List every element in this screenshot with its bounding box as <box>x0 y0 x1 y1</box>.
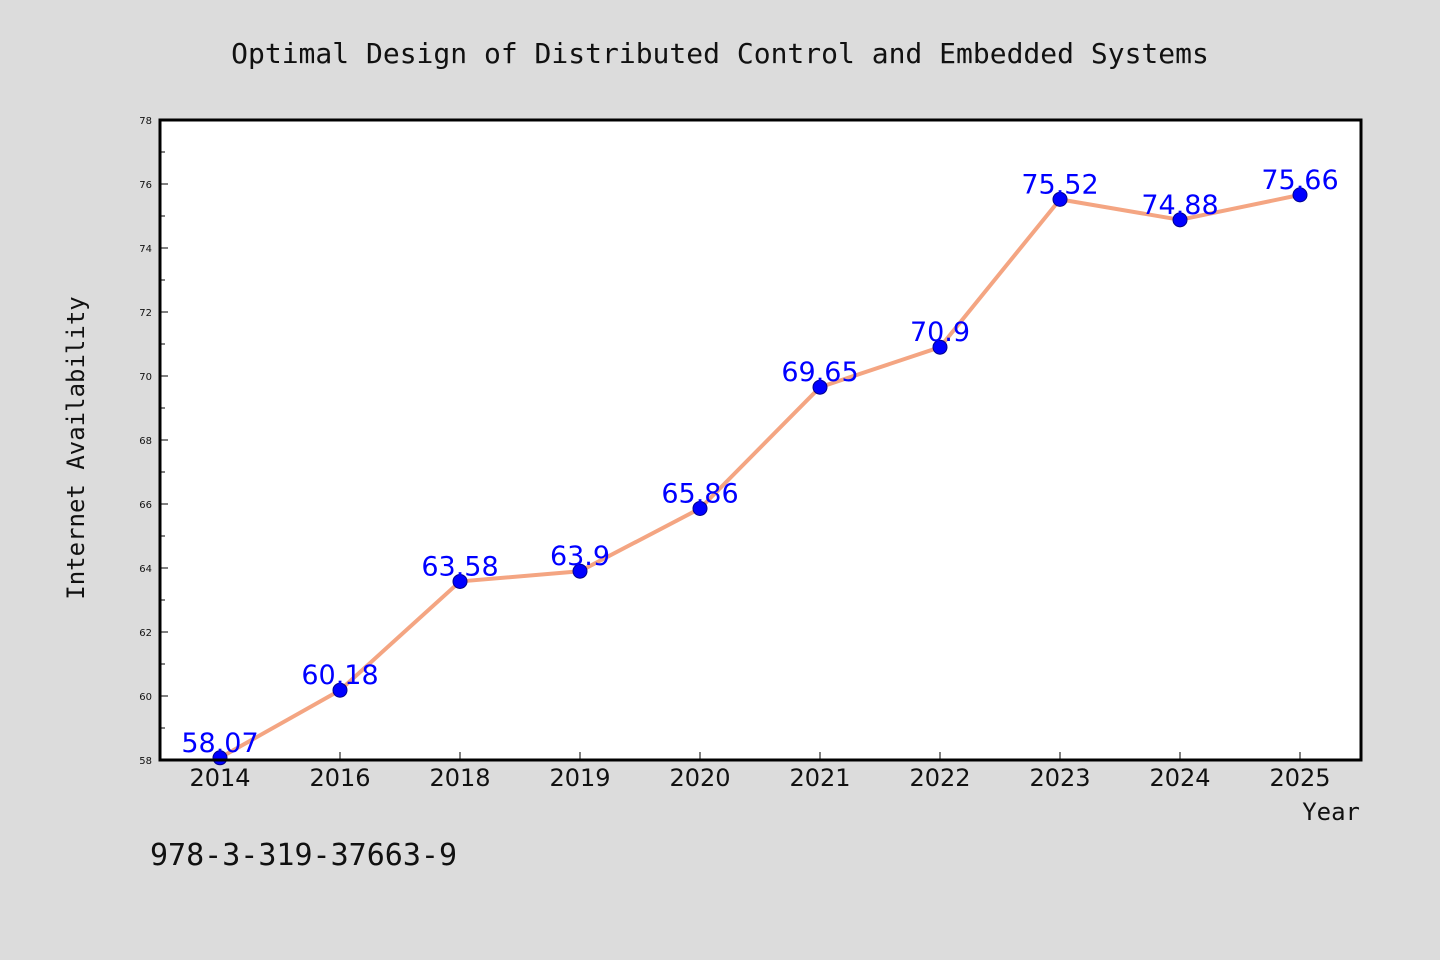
x-tick-label: 2024 <box>1149 764 1210 792</box>
data-point <box>332 682 348 698</box>
data-point <box>572 563 588 579</box>
data-label: 70.9 <box>910 317 970 348</box>
y-tick-label: 60 <box>139 692 152 703</box>
data-label: 74.88 <box>1141 190 1218 221</box>
y-tick-label: 72 <box>139 308 152 319</box>
x-tick-label: 2025 <box>1269 764 1330 792</box>
data-label: 75.52 <box>1021 169 1098 200</box>
y-tick-label: 64 <box>139 564 152 575</box>
y-tick-label: 58 <box>139 756 152 767</box>
y-tick-label: 68 <box>139 436 152 447</box>
x-tick-label: 2018 <box>429 764 490 792</box>
y-axis-label: Internet Availability <box>62 296 90 599</box>
x-axis: 2014 2016 2018 2019 2020 2021 2022 2023 2024 2025 <box>189 752 1331 792</box>
data-point <box>1052 191 1068 207</box>
data-point <box>932 339 948 355</box>
data-point <box>452 573 468 589</box>
data-point <box>1292 187 1308 203</box>
data-label: 65.86 <box>661 478 738 509</box>
y-tick-label: 70 <box>139 372 152 383</box>
y-tick-label: 74 <box>139 244 152 255</box>
chart-title: Optimal Design of Distributed Control an… <box>231 37 1209 70</box>
plot-frame <box>158 118 1363 762</box>
x-tick-label: 2016 <box>309 764 370 792</box>
series-line <box>219 192 1301 760</box>
x-tick-label: 2023 <box>1029 764 1090 792</box>
footnote: 978-3-319-37663-9 <box>150 838 457 873</box>
data-label: 69.65 <box>781 357 858 388</box>
x-tick-label: 2014 <box>189 764 250 792</box>
data-label: 63.9 <box>550 541 610 572</box>
plot-area <box>160 120 1361 760</box>
x-tick-label: 2021 <box>789 764 850 792</box>
x-tick-label: 2022 <box>909 764 970 792</box>
x-axis-label: Year <box>1302 798 1360 826</box>
x-tick-label: 2019 <box>549 764 610 792</box>
y-tick-label: 76 <box>139 180 152 191</box>
y-tick-label: 62 <box>139 628 152 639</box>
data-label: 75.66 <box>1261 165 1338 196</box>
x-tick-label: 2020 <box>669 764 730 792</box>
data-label: 58.07 <box>181 728 258 759</box>
data-point <box>812 379 828 395</box>
data-label: 60.18 <box>301 660 378 691</box>
data-point <box>1172 212 1188 228</box>
y-tick-label: 66 <box>139 500 152 511</box>
y-tick-label: 78 <box>139 116 152 127</box>
data-label: 63.58 <box>421 551 498 582</box>
data-labels: 58.07 60.18 63.58 63.9 65.86 69.65 70.9 75.52 74… <box>181 165 1338 759</box>
data-point <box>692 500 708 516</box>
